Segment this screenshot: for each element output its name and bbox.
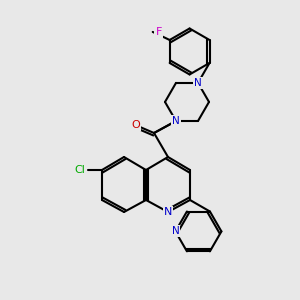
Text: O: O [132, 120, 140, 130]
Text: N: N [172, 116, 180, 126]
Text: N: N [194, 78, 202, 88]
Text: N: N [164, 207, 172, 217]
Text: Cl: Cl [75, 165, 86, 175]
Text: F: F [155, 27, 162, 37]
Text: N: N [172, 226, 179, 236]
